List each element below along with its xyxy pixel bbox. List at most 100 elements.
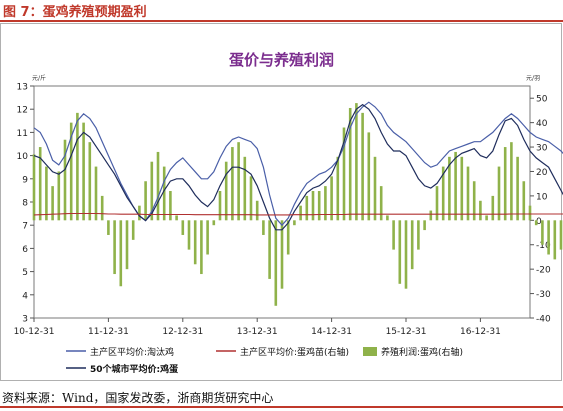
profit-bar [237,142,240,221]
profit-bar [57,171,61,221]
y-left-unit-label: 元/斤 [32,74,46,82]
profit-bar [448,156,451,221]
profit-bar [324,186,327,221]
legend-egg-price-label: 50个城市平均价:鸡蛋 [90,363,178,375]
bottom-divider [0,406,563,408]
y-left-tick-label: 6 [22,245,28,255]
profit-bar [131,220,135,240]
profit-bar [373,156,377,221]
profit-bar [553,220,557,260]
source-note: 资料来源：Wind，国家发改委，浙商期货研究中心 [2,391,274,405]
profit-bar [503,147,507,221]
profit-bar [522,181,526,221]
y-right-tick-label: -40 [536,315,551,325]
profit-bar [336,156,340,221]
y-right-unit-label: 元/羽 [526,75,540,82]
y-right-tick-label: 50 [536,95,548,105]
profit-bar [119,220,123,287]
profit-bar [355,103,358,221]
profit-bar [224,161,228,221]
profit-bar [193,220,197,265]
profit-bar [181,220,185,235]
y-left-tick-label: 7 [22,222,28,232]
profit-bar [410,220,414,270]
y-left-tick-label: 8 [22,199,28,209]
profit-bar [293,220,296,226]
legend-profit-label: 养殖利润:蛋鸡(右轴) [381,346,463,358]
chart-title: 蛋价与养殖利润 [228,51,334,69]
profit-bar [156,151,160,221]
profit-bar [398,220,402,284]
x-tick-label: 14-12-31 [311,327,352,337]
y-right-tick-label: 0 [536,217,542,227]
profit-bar [404,220,408,289]
profit-bar [386,215,389,221]
profit-bar [32,154,36,221]
profit-bar [472,181,476,221]
legend-chick-price-label: 主产区平均价:蛋鸡苗(右轴) [240,346,349,358]
profit-bar [466,166,470,221]
profit-bar [286,220,290,255]
profit-bar [218,191,222,221]
x-tick-label: 13-12-31 [237,327,278,337]
profit-bar [305,195,309,221]
y-left-tick-label: 11 [17,129,28,139]
y-right-tick-label: 10 [536,192,548,202]
profit-bar [559,220,563,250]
profit-bar [485,215,488,221]
y-left-tick-label: 12 [17,106,28,116]
y-left-tick-label: 3 [22,315,28,325]
profit-bar [274,220,278,306]
y-right-tick-label: 40 [536,119,548,129]
x-tick-label: 11-12-31 [88,327,129,337]
title-divider [0,20,563,22]
y-right-tick-label: 30 [536,144,548,154]
profit-bar [460,156,464,221]
profit-bar [423,220,426,231]
profit-bar [299,205,302,221]
egg-price-line [33,103,563,231]
profit-bar [429,210,433,221]
x-tick-label: 16-12-31 [460,327,501,337]
profit-bar [138,205,141,221]
chick-price-line [33,212,563,216]
y-left-tick-label: 10 [17,152,29,162]
profit-bar [534,220,538,226]
profit-bar [125,220,129,270]
profit-bar [162,166,166,221]
profit-bar [268,220,271,279]
profit-bar [38,147,42,221]
profit-bar [516,156,519,221]
profit-bar [150,161,154,221]
profit-bar [187,220,191,250]
profit-bar [528,205,532,221]
x-tick-label: 10-12-31 [14,327,55,337]
profit-bar [541,220,544,245]
profit-bar [45,166,48,221]
chart-frame [0,23,562,381]
y-right-tick-label: -30 [536,290,551,300]
profit-bar [51,186,54,221]
profit-bar [348,107,352,221]
profit-bar [255,200,259,221]
x-tick-label: 12-12-31 [162,327,203,337]
profit-bar [249,176,253,221]
profit-bar [113,220,116,275]
profit-bar [435,186,439,221]
y-right-tick-label: -10 [536,241,551,251]
profit-bar [479,200,482,221]
profit-bar [243,156,247,221]
profit-bar [175,215,178,221]
profit-bar [342,127,346,221]
y-left-tick-label: 5 [22,268,28,278]
profit-bar [88,142,92,221]
profit-bar [63,139,67,221]
profit-bar [510,142,513,221]
profit-bar [454,151,457,221]
y-left-tick-label: 13 [17,83,28,93]
profit-bar [144,181,147,221]
profit-bar [379,186,383,221]
legend-culled-hen-label: 主产区平均价:淘汰鸡 [90,346,174,358]
profit-bar [491,195,495,221]
